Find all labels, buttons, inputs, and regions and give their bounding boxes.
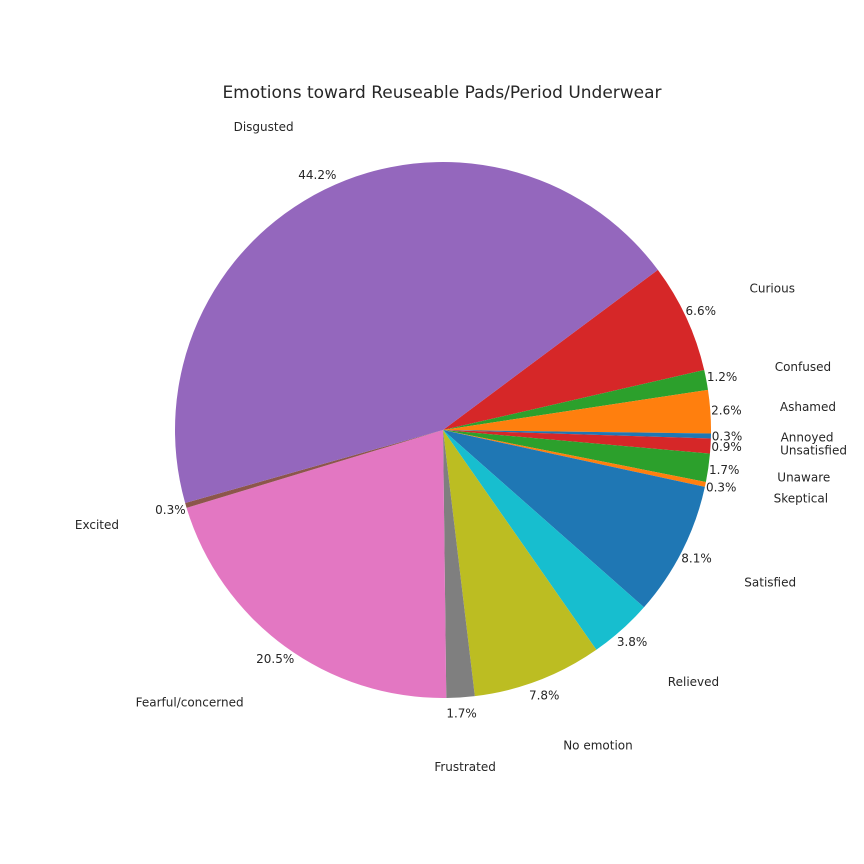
pie-slice-unsatisfied [443,430,711,454]
slice-label-disgusted: Disgusted [234,120,294,134]
pie-slice-ashamed [443,389,712,434]
slice-label-ashamed: Ashamed [780,400,836,414]
slice-label-relieved: Relieved [668,675,719,689]
pie-slice-disgusted [174,161,658,504]
slice-label-skeptical: Skeptical [774,492,828,506]
slice-label-frustrated: Frustrated [434,760,496,774]
pie-slice-fearful-concerned [186,430,447,698]
pct-label-no-emotion: 7.8% [529,689,560,703]
pct-label-confused: 1.2% [707,370,738,384]
pie-slice-satisfied [443,430,705,608]
slice-label-fearful-concerned: Fearful/concerned [136,696,244,710]
pct-label-curious: 6.6% [686,304,717,318]
pie-slice-no-emotion [443,430,597,697]
pct-label-relieved: 3.8% [617,635,648,649]
slice-label-no-emotion: No emotion [563,739,633,753]
pie-slice-excited [185,430,443,508]
pie-slice-relieved [443,430,644,650]
pie-slice-unaware [443,430,710,482]
pct-label-unaware: 1.7% [709,463,740,477]
slice-label-satisfied: Satisfied [744,576,796,590]
pie-slices [174,161,712,698]
pct-label-ashamed: 2.6% [711,404,742,418]
slice-label-unsatisfied: Unsatisfied [780,443,847,457]
slice-label-unaware: Unaware [777,471,830,485]
pct-label-unsatisfied: 0.9% [711,440,742,454]
slice-label-curious: Curious [750,281,795,295]
pie-slice-confused [443,369,708,430]
pct-label-frustrated: 1.7% [446,707,477,721]
slice-label-annoyed: Annoyed [781,431,834,445]
pct-label-fearful-concerned: 20.5% [256,652,294,666]
pie-slice-annoyed [443,430,711,439]
pct-label-satisfied: 8.1% [681,551,712,565]
slice-label-confused: Confused [775,360,831,374]
pie-slice-skeptical [443,430,706,487]
pct-label-skeptical: 0.3% [706,481,737,495]
pct-label-disgusted: 44.2% [298,168,336,182]
pie-slice-curious [443,269,705,430]
pie-labels: 6.6% Curious 1.2% Confused 2.6% Ashamed 0.3% An… [75,120,847,774]
pie-slice-frustrated [443,430,475,698]
pct-label-annoyed: 0.3% [712,429,743,443]
pct-label-excited: 0.3% [155,503,186,517]
slice-label-excited: Excited [75,518,119,532]
chart-title: Emotions toward Reuseable Pads/Period Un… [222,83,661,103]
